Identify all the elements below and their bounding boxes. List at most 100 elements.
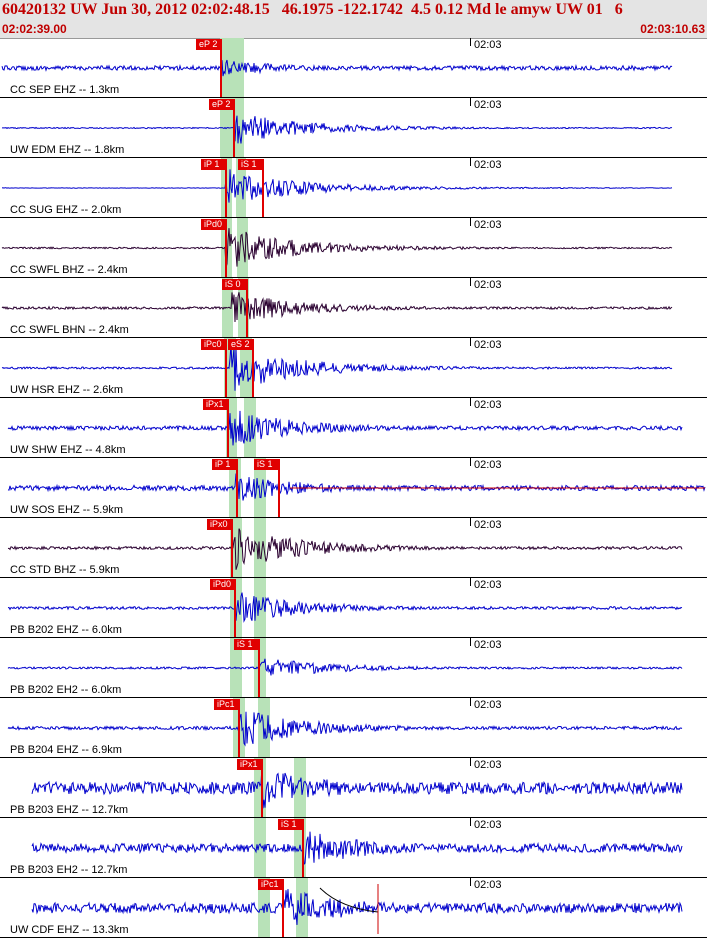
phase-pick-label[interactable]: iPd0	[201, 219, 227, 230]
pick-window	[236, 158, 246, 217]
trace-panel[interactable]: 02:03 iS 0 CC SWFL BHN -- 2.4km	[0, 278, 707, 338]
time-tick	[470, 218, 471, 226]
trace-panel[interactable]: 02:03 iPd0 PB B202 EHZ -- 6.0km	[0, 578, 707, 638]
pick-window	[224, 338, 236, 397]
trace-panel[interactable]: 02:03 eP 2 CC SEP EHZ -- 1.3km	[0, 38, 707, 98]
trace-panel[interactable]: 02:03 iP 1 iS 1 UW SOS EHZ -- 5.9km	[0, 458, 707, 518]
trace-panel[interactable]: 02:03 iPc1 UW CDF EHZ -- 13.3km	[0, 878, 707, 938]
time-tick-label: 02:03	[474, 39, 502, 51]
waveform-plot	[7, 578, 683, 637]
phase-pick-line[interactable]	[236, 470, 238, 517]
phase-pick-label[interactable]: iPc1	[258, 879, 284, 890]
time-tick-label: 02:03	[474, 819, 502, 831]
phase-pick-line[interactable]	[246, 290, 248, 337]
station-label: PB B204 EHZ -- 6.9km	[10, 744, 122, 756]
waveform-plot	[1, 158, 673, 217]
phase-pick-line[interactable]	[282, 890, 284, 937]
phase-pick-label[interactable]: iS 1	[254, 459, 280, 470]
phase-pick-label[interactable]: iS 0	[222, 279, 248, 290]
phase-pick-label[interactable]: iPx1	[203, 399, 229, 410]
station-label: UW SOS EHZ -- 5.9km	[10, 504, 124, 516]
waveform-trace	[1, 59, 673, 77]
time-tick	[470, 278, 471, 286]
trace-panel[interactable]: 02:03 iPx1 PB B203 EHZ -- 12.7km	[0, 758, 707, 818]
time-tick	[470, 758, 471, 766]
phase-pick-line[interactable]	[233, 110, 235, 157]
time-tick-label: 02:03	[474, 219, 502, 231]
phase-pick-label[interactable]: iPc1	[214, 699, 240, 710]
station-label: PB B203 EHZ -- 12.7km	[10, 804, 128, 816]
waveform-plot	[7, 638, 683, 697]
station-label: PB B202 EHZ -- 6.0km	[10, 624, 122, 636]
phase-pick-line[interactable]	[261, 770, 263, 817]
pick-window	[258, 878, 270, 937]
waveform-plot	[7, 518, 683, 577]
waveform-plot	[1, 338, 673, 397]
phase-pick-line[interactable]	[220, 50, 222, 97]
phase-pick-line[interactable]	[227, 410, 229, 457]
time-tick	[470, 398, 471, 406]
phase-pick-line[interactable]	[262, 170, 264, 217]
phase-pick-line[interactable]	[258, 650, 260, 697]
phase-pick-line[interactable]	[234, 590, 236, 637]
time-tick	[470, 818, 471, 826]
time-tick-label: 02:03	[474, 579, 502, 591]
phase-pick-line[interactable]	[302, 830, 304, 877]
pick-window	[238, 278, 249, 337]
phase-pick-label[interactable]: iPx0	[207, 519, 233, 530]
phase-pick-label[interactable]: eS 2	[228, 339, 254, 350]
trace-panel[interactable]: 02:03 iS 1 PB B202 EH2 -- 6.0km	[0, 638, 707, 698]
station-label: UW SHW EHZ -- 4.8km	[10, 444, 126, 456]
waveform-trace	[1, 115, 673, 144]
trace-panel[interactable]: 02:03 iPx0 CC STD BHZ -- 5.9km	[0, 518, 707, 578]
trace-panel[interactable]: 02:03 eP 2 UW EDM EHZ -- 1.8km	[0, 98, 707, 158]
station-label: CC SEP EHZ -- 1.3km	[10, 84, 120, 96]
waveform-trace	[1, 169, 673, 203]
phase-pick-line[interactable]	[252, 350, 254, 397]
phase-pick-label[interactable]: iP 1	[212, 459, 238, 470]
phase-pick-label[interactable]: iPc0	[201, 339, 227, 350]
phase-pick-label[interactable]: iPd0	[210, 579, 236, 590]
trace-panel[interactable]: 02:03 iPd0 CC SWFL BHZ -- 2.4km	[0, 218, 707, 278]
station-label: UW EDM EHZ -- 1.8km	[10, 144, 125, 156]
time-tick	[470, 458, 471, 466]
trace-panel[interactable]: 02:03 iP 1 iS 1 CC SUG EHZ -- 2.0km	[0, 158, 707, 218]
time-tick-label: 02:03	[474, 699, 502, 711]
waveform-trace	[1, 228, 673, 269]
station-label: CC SWFL BHN -- 2.4km	[10, 324, 129, 336]
trace-panel[interactable]: 02:03 iPc1 PB B204 EHZ -- 6.9km	[0, 698, 707, 758]
phase-pick-label[interactable]: iS 1	[238, 159, 264, 170]
trace-panel[interactable]: 02:03 iS 1 PB B203 EH2 -- 12.7km	[0, 818, 707, 878]
phase-pick-label[interactable]: iS 1	[234, 639, 260, 650]
waveform-trace	[7, 528, 683, 570]
phase-pick-line[interactable]	[231, 530, 233, 577]
phase-pick-label[interactable]: iS 1	[278, 819, 304, 830]
seismogram-panels: 02:03 eP 2 CC SEP EHZ -- 1.3km 02:03 eP 2 UW …	[0, 38, 707, 938]
phase-pick-line[interactable]	[225, 230, 227, 277]
station-label: UW HSR EHZ -- 2.6km	[10, 384, 124, 396]
waveform-plot	[7, 458, 706, 517]
phase-pick-label[interactable]: eP 2	[196, 39, 222, 50]
trace-panel[interactable]: 02:03 iPc0 eS 2 UW HSR EHZ -- 2.6km	[0, 338, 707, 398]
trace-panel[interactable]: 02:03 iPx1 UW SHW EHZ -- 4.8km	[0, 398, 707, 458]
phase-pick-label[interactable]: iP 1	[201, 159, 227, 170]
waveform-trace	[7, 592, 683, 623]
phase-pick-label[interactable]: iPx1	[237, 759, 263, 770]
phase-pick-line[interactable]	[225, 170, 227, 217]
phase-pick-line[interactable]	[278, 470, 280, 517]
event-header: 60420132 UW Jun 30, 2012 02:02:48.15 46.…	[0, 0, 707, 39]
waveform-plot	[1, 38, 673, 97]
station-label: UW CDF EHZ -- 13.3km	[10, 924, 129, 936]
phase-pick-label[interactable]: eP 2	[209, 99, 235, 110]
waveform-plot	[7, 398, 683, 457]
phase-pick-line[interactable]	[225, 350, 227, 397]
waveform-plot	[31, 878, 683, 937]
time-tick-label: 02:03	[474, 639, 502, 651]
pick-window	[254, 518, 266, 577]
time-tick-label: 02:03	[474, 879, 502, 891]
time-tick-label: 02:03	[474, 339, 502, 351]
pick-window	[230, 638, 242, 697]
waveform-trace	[31, 766, 683, 809]
phase-pick-line[interactable]	[238, 710, 240, 757]
time-tick	[470, 578, 471, 586]
